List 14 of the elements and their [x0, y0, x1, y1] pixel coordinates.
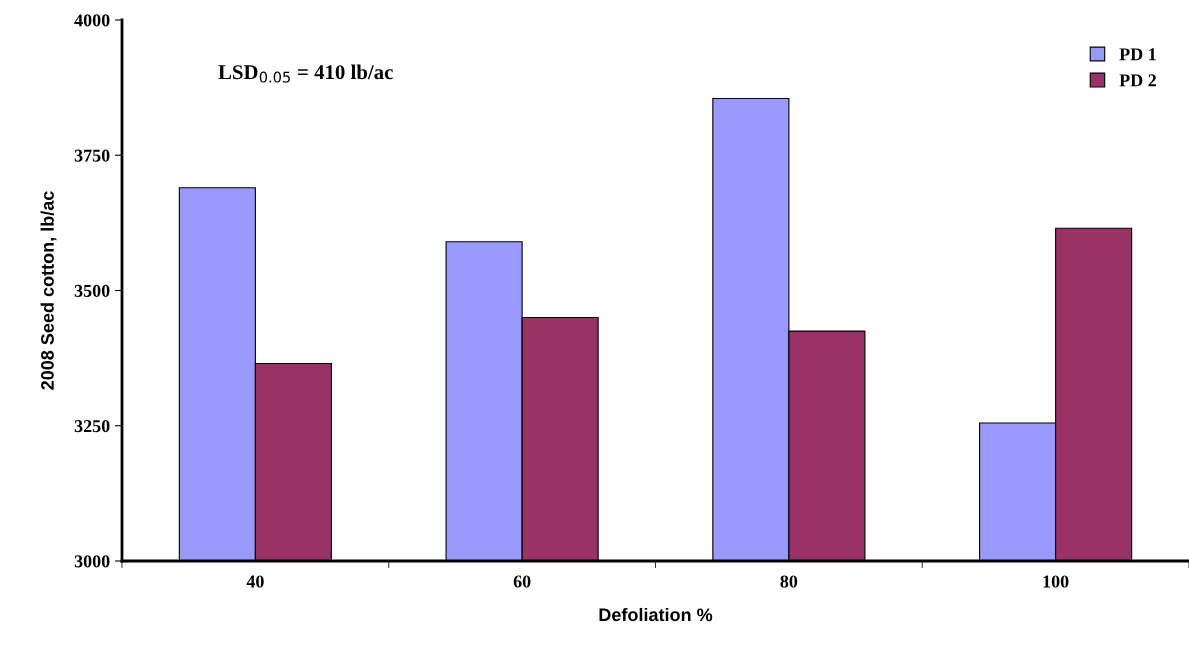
x-tick-label: 40	[246, 575, 264, 588]
y-tick-label: 4000	[74, 14, 110, 27]
x-axis-title: Defoliation %	[599, 607, 713, 622]
y-tick-label: 3250	[74, 420, 110, 433]
y-axis-title: 2008 Seed cotton, lb/ac	[40, 191, 57, 390]
x-tick-label: 60	[513, 575, 531, 588]
annotation: LSD$_{0.05}$ = 410 lb/ac	[218, 64, 393, 83]
x-tick-label: 100	[1043, 575, 1069, 588]
x-tick-label: 80	[780, 575, 798, 588]
y-tick-label: 3000	[74, 555, 110, 568]
legend-label: PD 2	[1119, 74, 1156, 87]
legend-label: PD 1	[1119, 48, 1156, 61]
y-tick-label: 3750	[74, 149, 110, 162]
y-tick-label: 3500	[74, 284, 110, 297]
